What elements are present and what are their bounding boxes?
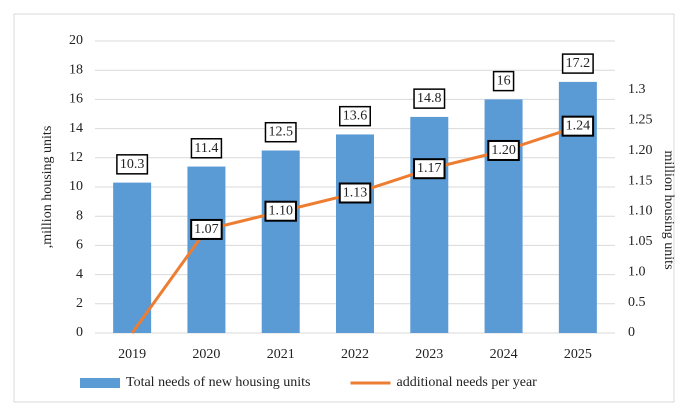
- line-value-label-box: [190, 218, 223, 240]
- bar-value-label: 10.3: [120, 157, 145, 172]
- bar-value-label-box: [339, 105, 371, 127]
- bar: [113, 182, 152, 333]
- legend-swatch: [80, 378, 120, 388]
- y2-tick-label: 1.25: [628, 113, 653, 128]
- y-tick-label: 4: [76, 267, 83, 282]
- x-tick-label: 2025: [564, 347, 592, 362]
- bar: [484, 99, 523, 334]
- line-value-label: 1.10: [268, 204, 293, 219]
- y-tick-label: 18: [69, 62, 83, 77]
- x-tick-label: 2022: [341, 347, 369, 362]
- line-value-label: 1.13: [343, 185, 368, 200]
- bar: [410, 116, 449, 333]
- y2-axis-label: million housing units: [661, 150, 676, 269]
- line-value-label: 1.07: [194, 222, 219, 237]
- bar-value-label-box: [561, 53, 594, 74]
- bar-value-label: 14.8: [417, 91, 442, 106]
- y-tick-label: 10: [69, 179, 83, 194]
- y2-tick-label: 1.3: [628, 82, 646, 97]
- y-tick-label: 16: [69, 92, 83, 107]
- y-tick-label: 12: [69, 150, 83, 165]
- bar-value-label-box: [413, 88, 446, 109]
- legend-label: Total needs of new housing units: [126, 375, 311, 390]
- y-tick-label: 6: [76, 238, 83, 253]
- line-value-label-box: [264, 200, 297, 222]
- line-value-label: 1.24: [566, 119, 591, 134]
- y-axis-label: ,million housing units: [40, 126, 55, 249]
- y-tick-label: 8: [76, 208, 83, 223]
- y-tick-label: 2: [76, 296, 83, 311]
- y2-tick-label: 1.20: [628, 143, 653, 158]
- y-tick-label: 14: [69, 121, 83, 136]
- bar: [336, 134, 374, 333]
- line-value-label-box: [413, 158, 446, 180]
- y2-tick-label: 1.15: [628, 173, 653, 188]
- x-tick-label: 2020: [192, 347, 220, 362]
- line-value-label-box: [338, 182, 372, 204]
- x-tick-label: 2023: [415, 347, 443, 362]
- bar: [261, 150, 300, 333]
- y2-tick-label: 1.0: [628, 264, 646, 279]
- bar-value-label-box: [492, 70, 515, 92]
- y2-tick-label: 1.05: [628, 234, 653, 249]
- bar-value-label-box: [264, 121, 297, 143]
- bar-value-label: 17.2: [566, 56, 591, 71]
- legend-label: additional needs per year: [397, 375, 538, 390]
- bar-value-label: 12.5: [268, 125, 293, 140]
- bar-value-label: 11.4: [194, 141, 218, 156]
- line-value-label-box: [561, 115, 595, 137]
- bar-value-label-box: [116, 154, 149, 175]
- y-tick-label: 0: [76, 325, 83, 340]
- y2-tick-label: 1.10: [628, 204, 653, 219]
- y2-tick-label: 0: [628, 325, 635, 340]
- y2-tick-label: 0.5: [628, 295, 646, 310]
- bar-value-label-box: [190, 138, 223, 159]
- x-tick-label: 2024: [490, 347, 518, 362]
- x-tick-label: 2021: [267, 347, 295, 362]
- line-value-label-box: [487, 139, 520, 161]
- bar-value-label: 16: [497, 74, 511, 89]
- y-tick-label: 20: [69, 33, 83, 48]
- bar-value-label: 13.6: [343, 109, 368, 124]
- line-value-label: 1.20: [491, 143, 516, 158]
- x-tick-label: 2019: [118, 347, 146, 362]
- line-value-label: 1.17: [417, 161, 442, 176]
